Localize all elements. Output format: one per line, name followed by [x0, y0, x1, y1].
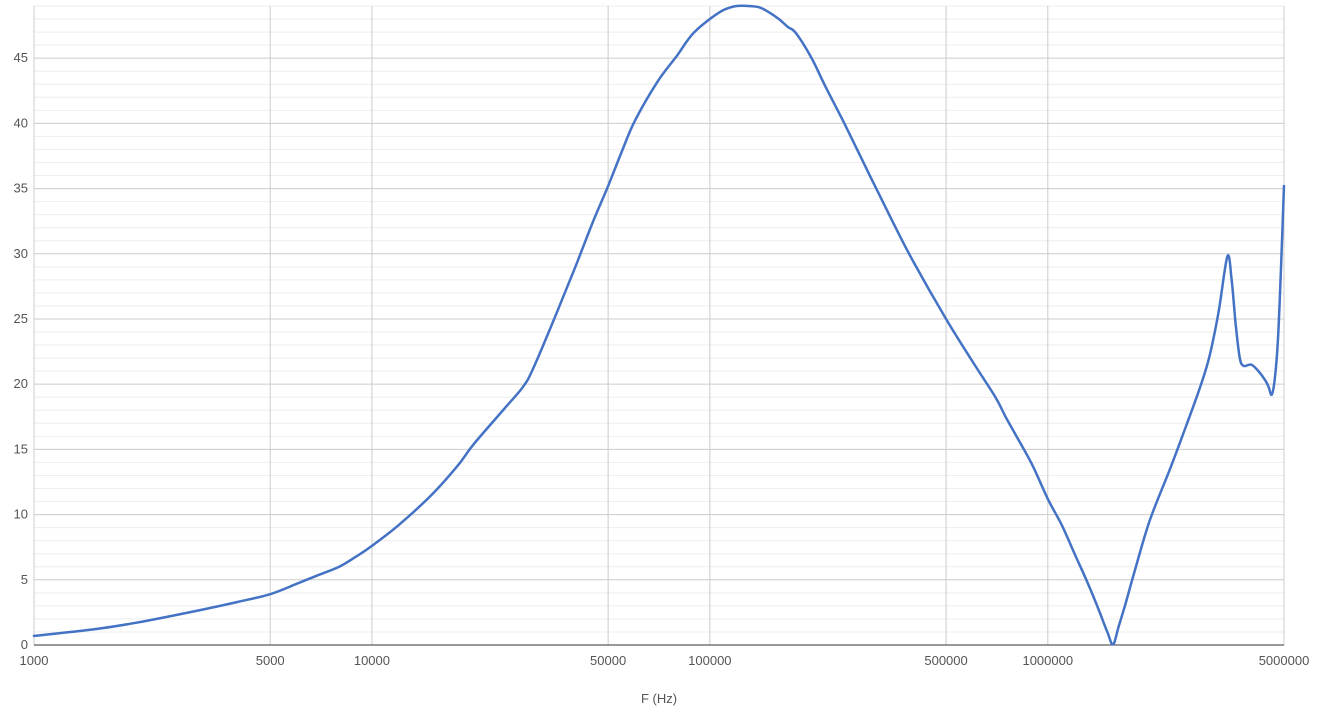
- y-tick-label: 25: [14, 311, 28, 326]
- series-line: [32, 4, 1286, 646]
- y-tick-label: 15: [14, 441, 28, 456]
- y-tick-label: 20: [14, 376, 28, 391]
- major-gridlines: [33, 6, 1285, 645]
- x-tick-label: 5000000: [1259, 653, 1310, 668]
- y-tick-label: 35: [14, 181, 28, 196]
- series-layer: [32, 4, 1286, 646]
- x-tick-label: 100000: [688, 653, 731, 668]
- y-tick-label: 45: [14, 50, 28, 65]
- x-tick-label: 50000: [590, 653, 626, 668]
- x-tick-label: 5000: [256, 653, 285, 668]
- y-tick-label: 10: [14, 507, 28, 522]
- x-axis-tick-labels: 1000 5000 10000 50000 100000 500000 1000000 500…: [20, 653, 1310, 668]
- y-tick-label: 40: [14, 115, 28, 130]
- y-tick-label: 30: [14, 246, 28, 261]
- x-tick-label: 1000: [20, 653, 49, 668]
- minor-gridlines: [34, 5, 1284, 633]
- x-axis-title: F (Hz): [641, 691, 677, 706]
- y-tick-label: 0: [21, 637, 28, 652]
- y-axis-tick-labels: 0 5 10 15 20 25 30 35 40 45: [14, 50, 28, 652]
- x-tick-label: 10000: [354, 653, 390, 668]
- x-tick-label: 500000: [924, 653, 967, 668]
- y-tick-label: 5: [21, 572, 28, 587]
- x-tick-label: 1000000: [1022, 653, 1073, 668]
